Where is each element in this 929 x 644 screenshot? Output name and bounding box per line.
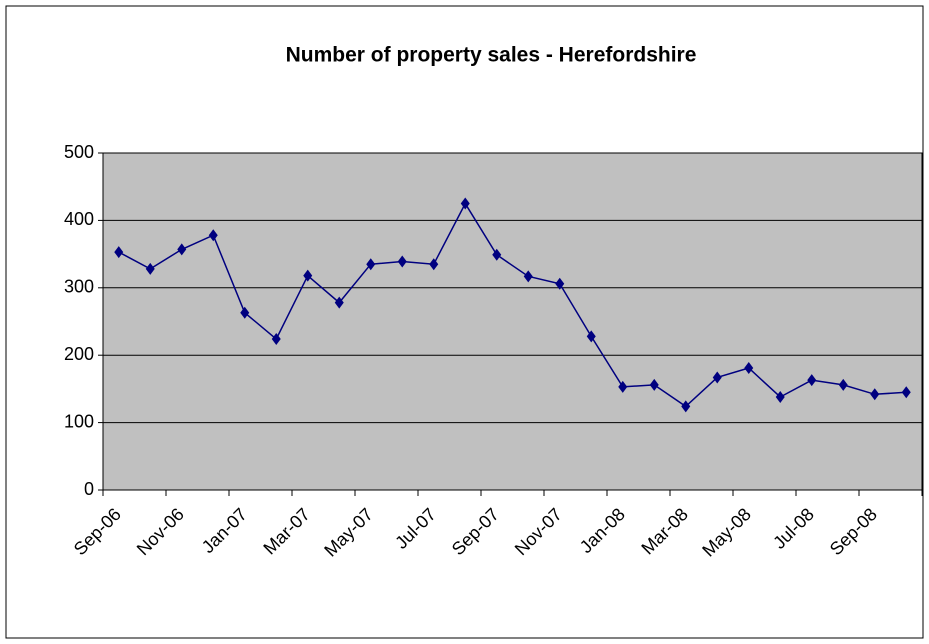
data-point [838, 378, 848, 391]
data-point [586, 330, 596, 343]
data-point [712, 371, 722, 384]
data-point [492, 248, 502, 261]
data-point [145, 262, 155, 275]
data-point [901, 386, 911, 399]
data-point [870, 388, 880, 401]
data-point [271, 333, 281, 346]
data-point [775, 390, 785, 403]
plot-area [102, 152, 923, 491]
series-line [118, 202, 907, 408]
y-tick-label: 400 [64, 209, 94, 229]
data-point [618, 380, 628, 393]
data-point [460, 197, 470, 210]
data-point [555, 277, 565, 290]
data-point [523, 270, 533, 283]
data-point [334, 296, 344, 309]
data-point [397, 255, 407, 268]
data-point [681, 400, 691, 413]
chart-title: Number of property sales - Herefordshire [286, 44, 697, 67]
data-point [303, 269, 313, 282]
y-tick-label: 200 [64, 344, 94, 364]
data-point [208, 229, 218, 242]
data-point [744, 362, 754, 375]
y-tick-label: 300 [64, 277, 94, 297]
data-point [429, 258, 439, 271]
data-point [807, 374, 817, 387]
data-point [366, 258, 376, 271]
data-point [177, 243, 187, 256]
y-tick-label: 0 [84, 479, 94, 499]
data-point [114, 246, 124, 259]
y-tick-label: 500 [64, 142, 94, 162]
y-tick-label: 100 [64, 411, 94, 431]
data-point [240, 306, 250, 319]
data-point [649, 378, 659, 391]
